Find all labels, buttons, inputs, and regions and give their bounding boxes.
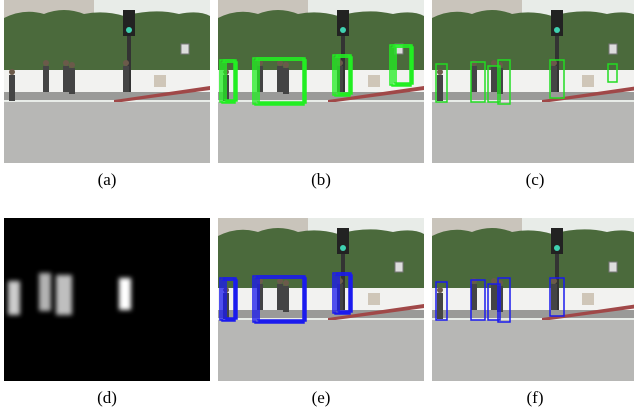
person bbox=[471, 284, 477, 310]
head bbox=[471, 278, 477, 284]
person bbox=[9, 75, 15, 101]
signal bbox=[340, 245, 346, 251]
box bbox=[582, 75, 594, 87]
wall bbox=[4, 70, 210, 94]
person bbox=[63, 66, 69, 92]
person bbox=[43, 66, 49, 92]
head bbox=[43, 60, 49, 66]
head bbox=[437, 69, 443, 75]
head bbox=[277, 60, 283, 66]
person bbox=[283, 68, 289, 94]
head bbox=[491, 278, 497, 284]
person bbox=[69, 68, 75, 94]
head bbox=[551, 278, 557, 284]
person bbox=[337, 66, 343, 92]
person bbox=[551, 284, 557, 310]
head bbox=[551, 60, 557, 66]
panel bbox=[432, 0, 634, 163]
head bbox=[491, 60, 497, 66]
hedge bbox=[432, 10, 634, 75]
box bbox=[582, 293, 594, 305]
wall bbox=[432, 70, 634, 94]
head bbox=[63, 60, 69, 66]
sign bbox=[609, 44, 617, 54]
hedge bbox=[218, 10, 424, 75]
person bbox=[337, 284, 343, 310]
person bbox=[437, 293, 443, 319]
person bbox=[551, 66, 557, 92]
panel bbox=[432, 218, 634, 381]
person bbox=[257, 284, 263, 310]
sign bbox=[181, 44, 189, 54]
caption: (d) bbox=[97, 388, 117, 407]
head bbox=[471, 60, 477, 66]
head bbox=[437, 287, 443, 293]
person bbox=[277, 284, 283, 310]
signal bbox=[126, 27, 132, 33]
heat-blob bbox=[56, 275, 72, 315]
person bbox=[491, 284, 497, 310]
hedge bbox=[4, 10, 210, 75]
road bbox=[218, 102, 424, 163]
road bbox=[218, 320, 424, 381]
heat-blob bbox=[8, 281, 20, 315]
heatmap bbox=[4, 218, 210, 381]
road bbox=[432, 102, 634, 163]
person bbox=[257, 66, 263, 92]
person bbox=[283, 286, 289, 312]
box bbox=[154, 75, 166, 87]
caption: (c) bbox=[526, 170, 545, 189]
panel bbox=[4, 218, 210, 381]
head bbox=[69, 62, 75, 68]
panel bbox=[4, 0, 210, 163]
heat-blob bbox=[39, 273, 51, 311]
head bbox=[283, 62, 289, 68]
hedge bbox=[218, 228, 424, 293]
person bbox=[277, 66, 283, 92]
signal bbox=[340, 27, 346, 33]
road bbox=[432, 320, 634, 381]
wall bbox=[218, 288, 424, 312]
head bbox=[277, 278, 283, 284]
caption: (f) bbox=[527, 388, 544, 407]
sign bbox=[395, 262, 403, 272]
box bbox=[368, 75, 380, 87]
caption: (a) bbox=[98, 170, 117, 189]
signal bbox=[554, 27, 560, 33]
head bbox=[257, 60, 263, 66]
road bbox=[4, 102, 210, 163]
wall bbox=[432, 288, 634, 312]
head bbox=[337, 278, 343, 284]
head bbox=[9, 69, 15, 75]
box bbox=[368, 293, 380, 305]
figure: (a) (b) (c) (d) (e) (f) bbox=[0, 0, 634, 408]
head bbox=[257, 278, 263, 284]
head bbox=[123, 60, 129, 66]
panel bbox=[218, 0, 424, 163]
person bbox=[491, 66, 497, 92]
head bbox=[337, 60, 343, 66]
wall bbox=[218, 70, 424, 94]
person bbox=[437, 75, 443, 101]
sign bbox=[609, 262, 617, 272]
signal bbox=[554, 245, 560, 251]
heat-blob bbox=[119, 278, 131, 310]
hedge bbox=[432, 228, 634, 293]
caption: (e) bbox=[312, 388, 331, 407]
caption: (b) bbox=[311, 170, 331, 189]
panel bbox=[218, 218, 424, 381]
head bbox=[283, 280, 289, 286]
person bbox=[123, 66, 129, 92]
person bbox=[471, 66, 477, 92]
